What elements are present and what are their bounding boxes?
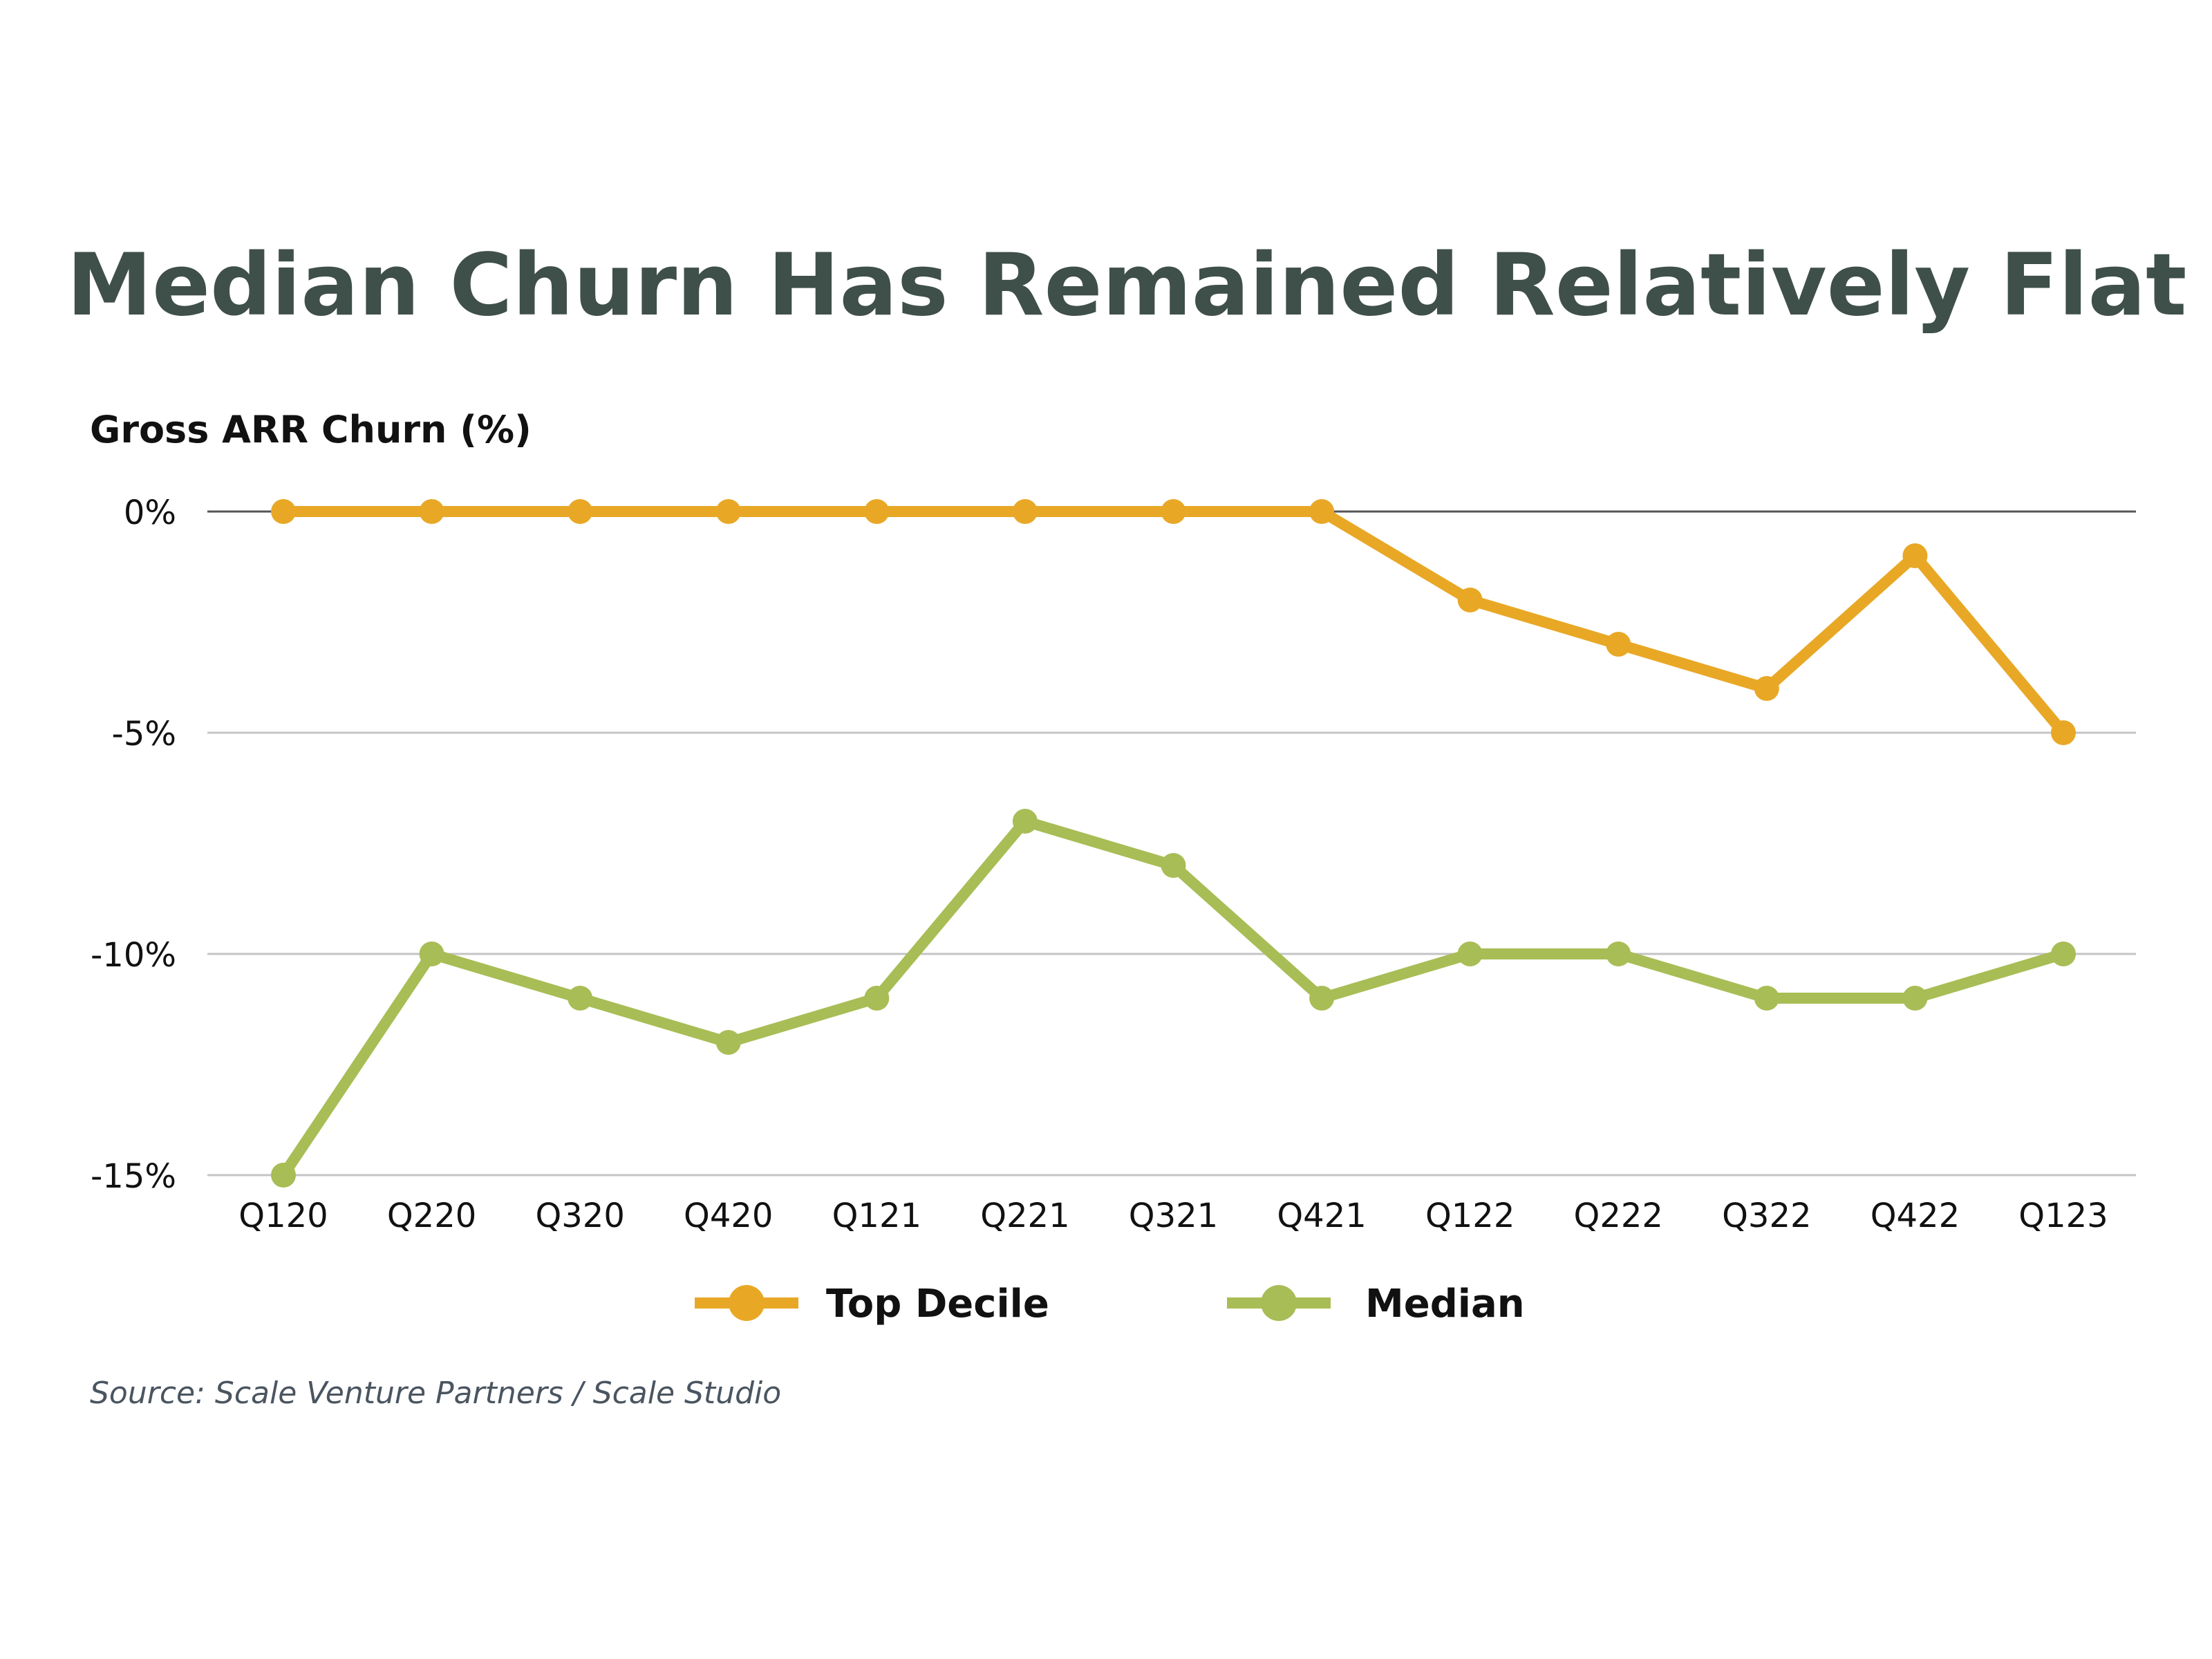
x-tick-label: Q222 xyxy=(1574,1197,1663,1235)
data-point xyxy=(568,499,593,524)
data-point xyxy=(419,499,444,524)
x-tick-label: Q321 xyxy=(1129,1197,1218,1235)
x-tick-label: Q121 xyxy=(832,1197,921,1235)
legend-swatch-marker xyxy=(729,1285,765,1321)
x-tick-label: Q122 xyxy=(1425,1197,1515,1235)
data-point xyxy=(271,1163,296,1188)
legend-label: Top Decile xyxy=(826,1282,1049,1327)
data-point xyxy=(1754,986,1779,1011)
x-tick-labels: Q120 Q220 Q320 Q420 Q121 Q221 Q321 Q421 Q122 Q222… xyxy=(238,1197,2108,1235)
y-tick-labels: 0% -5% -10% -15% xyxy=(91,494,176,1196)
x-tick-label: Q221 xyxy=(980,1197,1069,1235)
data-point xyxy=(1754,676,1779,701)
x-tick-label: Q420 xyxy=(684,1197,773,1235)
data-point xyxy=(1902,986,1928,1011)
data-point xyxy=(1309,986,1335,1011)
data-point xyxy=(419,941,444,966)
data-point xyxy=(1012,499,1038,524)
data-point xyxy=(271,499,296,524)
data-point xyxy=(1161,499,1186,524)
y-tick-label: -15% xyxy=(91,1157,176,1196)
data-point xyxy=(1457,941,1483,966)
chart-title: Median Churn Has Remained Relatively Fla… xyxy=(67,236,2187,335)
data-point xyxy=(1012,809,1038,834)
data-point xyxy=(864,499,890,524)
data-point xyxy=(715,499,741,524)
legend-label: Median xyxy=(1365,1282,1525,1327)
y-tick-label: 0% xyxy=(124,494,176,532)
legend: Top Decile Median xyxy=(695,1282,1525,1327)
x-tick-label: Q422 xyxy=(1871,1197,1960,1235)
data-point xyxy=(2051,941,2076,966)
data-point xyxy=(568,986,593,1011)
data-point xyxy=(2051,720,2076,745)
y-tick-label: -5% xyxy=(112,715,176,753)
series-line-top-decile xyxy=(278,506,2069,738)
x-tick-label: Q120 xyxy=(238,1197,328,1235)
y-tick-label: -10% xyxy=(91,936,176,975)
data-point xyxy=(1457,588,1483,612)
data-point xyxy=(1606,941,1631,966)
series-lines xyxy=(271,499,2076,1188)
x-tick-label: Q320 xyxy=(535,1197,624,1235)
y-axis-label: Gross ARR Churn (%) xyxy=(90,408,532,451)
data-point xyxy=(715,1030,741,1055)
legend-swatch-marker xyxy=(1261,1285,1297,1321)
data-point xyxy=(1161,853,1186,878)
x-tick-label: Q220 xyxy=(387,1197,476,1235)
data-point xyxy=(1309,499,1335,524)
x-tick-label: Q123 xyxy=(2018,1197,2108,1235)
x-tick-label: Q421 xyxy=(1277,1197,1366,1235)
data-point xyxy=(1606,632,1631,657)
source-note: Source: Scale Venture Partners / Scale S… xyxy=(90,1376,781,1411)
x-tick-label: Q322 xyxy=(1722,1197,1811,1235)
data-point xyxy=(1902,543,1928,568)
data-point xyxy=(864,986,890,1011)
